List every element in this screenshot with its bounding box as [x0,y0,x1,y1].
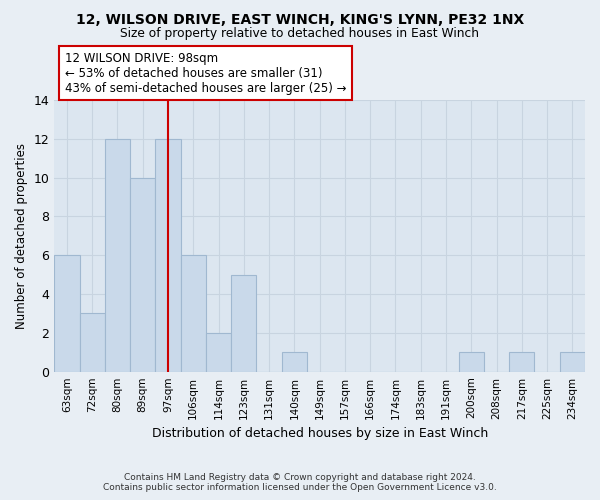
Bar [206,333,231,372]
Text: Contains HM Land Registry data © Crown copyright and database right 2024.: Contains HM Land Registry data © Crown c… [124,472,476,482]
Bar [181,255,206,372]
Bar [231,274,256,372]
Bar [54,255,80,372]
Bar [458,352,484,372]
Bar [80,314,105,372]
Bar [155,139,181,372]
Text: Size of property relative to detached houses in East Winch: Size of property relative to detached ho… [121,28,479,40]
Text: 12 WILSON DRIVE: 98sqm
← 53% of detached houses are smaller (31)
43% of semi-det: 12 WILSON DRIVE: 98sqm ← 53% of detached… [65,52,346,94]
Bar [509,352,535,372]
Bar [282,352,307,372]
Bar [130,178,155,372]
Y-axis label: Number of detached properties: Number of detached properties [15,143,28,329]
Bar [560,352,585,372]
Text: 12, WILSON DRIVE, EAST WINCH, KING'S LYNN, PE32 1NX: 12, WILSON DRIVE, EAST WINCH, KING'S LYN… [76,12,524,26]
Bar [105,139,130,372]
Text: Contains public sector information licensed under the Open Government Licence v3: Contains public sector information licen… [103,484,497,492]
X-axis label: Distribution of detached houses by size in East Winch: Distribution of detached houses by size … [152,427,488,440]
